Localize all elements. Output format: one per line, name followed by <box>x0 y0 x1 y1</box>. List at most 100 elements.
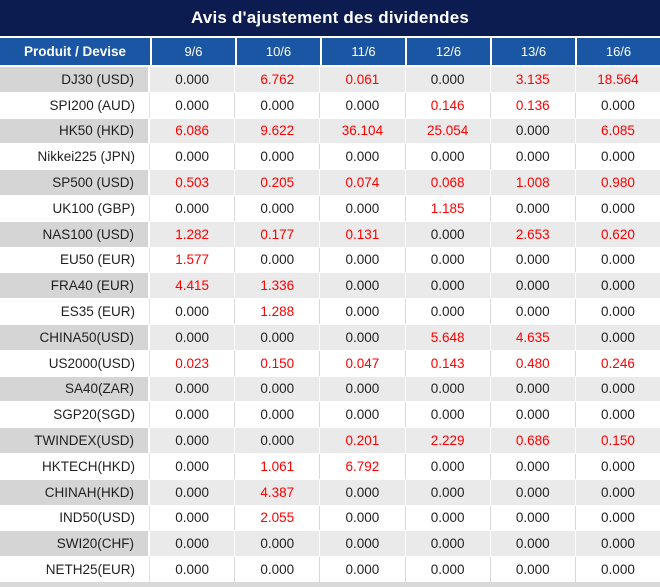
value-cell: 0.000 <box>575 505 660 531</box>
value-cell: 0.000 <box>405 531 491 557</box>
product-cell: UK100 (GBP) <box>0 195 150 221</box>
value-cell: 1.288 <box>235 299 321 324</box>
value-cell: 0.000 <box>150 144 236 170</box>
value-cell: 0.000 <box>575 479 660 505</box>
value-cell: 0.131 <box>320 221 406 247</box>
value-cell: 0.000 <box>575 557 660 582</box>
value-cell: 0.074 <box>320 170 406 195</box>
table-row: IND50(USD) 0.000 2.055 0.000 0.000 0.000 0.000 <box>0 505 660 531</box>
value-cell: 0.177 <box>235 221 321 247</box>
product-cell: DJ30 (USD) <box>0 67 150 92</box>
value-cell: 0.000 <box>150 402 236 428</box>
value-cell: 0.000 <box>405 402 491 428</box>
product-cell: US2000(USD) <box>0 350 150 376</box>
value-cell: 0.503 <box>150 170 236 195</box>
value-cell: 0.000 <box>490 402 576 428</box>
value-cell: 0.000 <box>490 247 576 273</box>
value-cell: 0.000 <box>320 247 406 273</box>
value-cell: 0.000 <box>320 376 406 402</box>
value-cell: 0.980 <box>575 170 660 195</box>
value-cell: 0.000 <box>575 247 660 273</box>
value-cell: 1.336 <box>235 273 321 299</box>
value-cell: 0.000 <box>150 505 236 531</box>
value-cell: 0.000 <box>150 531 236 557</box>
product-cell: Nikkei225 (JPN) <box>0 144 150 170</box>
column-header-date: 13/6 <box>490 38 575 65</box>
value-cell: 0.136 <box>490 92 576 118</box>
table-row: HK50 (HKD) 6.086 9.622 36.104 25.054 0.000 6.0… <box>0 117 660 145</box>
value-cell: 0.000 <box>490 299 576 324</box>
product-cell: SP500 (USD) <box>0 170 150 195</box>
value-cell: 18.564 <box>575 67 660 92</box>
value-cell: 2.229 <box>405 428 491 453</box>
page-title: Avis d'ajustement des dividendes <box>0 0 660 36</box>
value-cell: 0.150 <box>235 350 321 376</box>
value-cell: 0.150 <box>575 428 660 453</box>
value-cell: 0.000 <box>320 479 406 505</box>
product-cell: EU50 (EUR) <box>0 247 150 273</box>
value-cell: 0.000 <box>405 557 491 582</box>
product-cell: FRA40 (EUR) <box>0 273 150 299</box>
value-cell: 25.054 <box>405 118 491 144</box>
value-cell: 0.620 <box>575 221 660 247</box>
value-cell: 0.000 <box>405 247 491 273</box>
value-cell: 0.000 <box>320 402 406 428</box>
value-cell: 0.000 <box>235 92 321 118</box>
table-row: NAS100 (USD) 1.282 0.177 0.131 0.000 2.653 0.6… <box>0 220 660 248</box>
value-cell: 0.000 <box>405 505 491 531</box>
value-cell: 0.000 <box>150 428 236 453</box>
value-cell: 0.000 <box>405 67 491 92</box>
value-cell: 0.143 <box>405 350 491 376</box>
value-cell: 36.104 <box>320 118 406 144</box>
value-cell: 0.000 <box>405 479 491 505</box>
value-cell: 0.000 <box>150 67 236 92</box>
product-cell: HKTECH(HKD) <box>0 453 150 479</box>
table-row: CHINA50(USD) 0.000 0.000 0.000 5.648 4.635 0.0… <box>0 323 660 351</box>
value-cell: 5.648 <box>405 324 491 350</box>
value-cell: 0.000 <box>575 376 660 402</box>
value-cell: 4.387 <box>235 479 321 505</box>
value-cell: 1.008 <box>490 170 576 195</box>
value-cell: 4.415 <box>150 273 236 299</box>
value-cell: 4.635 <box>490 324 576 350</box>
value-cell: 0.000 <box>405 453 491 479</box>
table-row: TWINDEX(USD) 0.000 0.000 0.201 2.229 0.686 0.1… <box>0 427 660 454</box>
column-header-date: 9/6 <box>150 38 235 65</box>
table-row: ES35 (EUR) 0.000 1.288 0.000 0.000 0.000 0.000 <box>0 299 660 324</box>
value-cell: 0.000 <box>235 376 321 402</box>
value-cell: 0.000 <box>235 402 321 428</box>
value-cell: 6.762 <box>235 67 321 92</box>
product-cell: SWI20(CHF) <box>0 531 150 557</box>
table-row: SP500 (USD) 0.503 0.205 0.074 0.068 1.008 0.98… <box>0 169 660 196</box>
table-row: FRA40 (EUR) 4.415 1.336 0.000 0.000 0.000 0.00… <box>0 272 660 300</box>
value-cell: 0.000 <box>235 144 321 170</box>
bottom-edge-strip <box>0 582 660 587</box>
value-cell: 1.577 <box>150 247 236 273</box>
table-row: EU50 (EUR) 1.577 0.000 0.000 0.000 0.000 0.000 <box>0 247 660 273</box>
value-cell: 0.000 <box>235 428 321 453</box>
value-cell: 0.000 <box>490 118 576 144</box>
value-cell: 6.086 <box>150 118 236 144</box>
value-cell: 0.000 <box>575 144 660 170</box>
column-header-date: 16/6 <box>575 38 660 65</box>
value-cell: 1.061 <box>235 453 321 479</box>
value-cell: 0.000 <box>235 557 321 582</box>
value-cell: 0.000 <box>150 453 236 479</box>
value-cell: 0.000 <box>405 273 491 299</box>
table-row: DJ30 (USD) 0.000 6.762 0.061 0.000 3.135 18.56… <box>0 66 660 93</box>
value-cell: 0.000 <box>235 247 321 273</box>
value-cell: 0.000 <box>490 144 576 170</box>
product-cell: SPI200 (AUD) <box>0 92 150 118</box>
value-cell: 0.000 <box>575 453 660 479</box>
value-cell: 0.000 <box>490 479 576 505</box>
value-cell: 0.000 <box>405 221 491 247</box>
product-cell: TWINDEX(USD) <box>0 428 150 453</box>
product-cell: IND50(USD) <box>0 505 150 531</box>
table-row: SGP20(SGD) 0.000 0.000 0.000 0.000 0.000 0.000 <box>0 402 660 428</box>
table-row: SA40(ZAR) 0.000 0.000 0.000 0.000 0.000 0.000 <box>0 375 660 403</box>
table-row: SPI200 (AUD) 0.000 0.000 0.000 0.146 0.136 0.0… <box>0 92 660 118</box>
value-cell: 0.000 <box>320 92 406 118</box>
value-cell: 2.055 <box>235 505 321 531</box>
value-cell: 0.000 <box>235 531 321 557</box>
value-cell: 0.000 <box>405 144 491 170</box>
